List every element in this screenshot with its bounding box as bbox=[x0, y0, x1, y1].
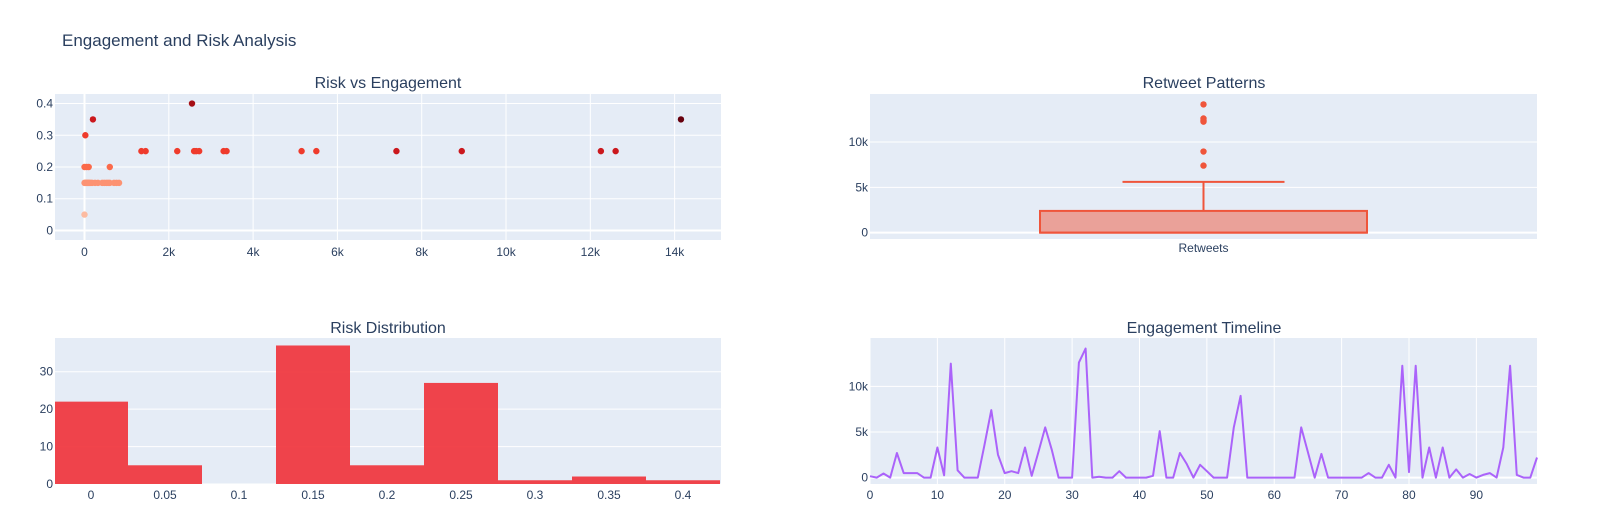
x-tick-label: 40 bbox=[1133, 488, 1147, 502]
y-tick-label: 0 bbox=[861, 471, 868, 485]
x-tick-label: 0.15 bbox=[301, 488, 325, 502]
scatter-point bbox=[142, 147, 149, 155]
box-outlier-point bbox=[1200, 101, 1207, 108]
chart-title-risk-vs-engagement: Risk vs Engagement bbox=[315, 75, 462, 92]
scatter-point bbox=[458, 147, 465, 155]
histogram-bar bbox=[424, 382, 498, 484]
x-tick-label: 6k bbox=[331, 245, 345, 259]
x-tick-label: 0.1 bbox=[231, 488, 248, 502]
x-tick-label: 2k bbox=[162, 245, 176, 259]
y-tick-label: 0 bbox=[861, 226, 868, 240]
figure-title: Engagement and Risk Analysis bbox=[62, 31, 296, 50]
box-outlier-point bbox=[1200, 148, 1207, 155]
x-tick-label: 12k bbox=[581, 245, 601, 259]
scatter-point bbox=[612, 147, 619, 155]
engagement-line-series bbox=[869, 347, 1538, 479]
x-tick-label: 50 bbox=[1200, 488, 1214, 502]
histogram-bar bbox=[276, 345, 350, 484]
histogram-bar bbox=[55, 401, 128, 484]
x-tick-label: 10k bbox=[496, 245, 516, 259]
scatter-point bbox=[313, 147, 320, 155]
scatter-point bbox=[174, 147, 181, 155]
histogram-bar bbox=[128, 465, 202, 484]
histogram-bar bbox=[646, 480, 720, 484]
scatter-point bbox=[223, 147, 230, 155]
scatter-point bbox=[597, 147, 605, 155]
scatter-point bbox=[188, 100, 196, 107]
chart-title-engagement-timeline: Engagement Timeline bbox=[1127, 320, 1282, 337]
x-tick-label: 4k bbox=[247, 245, 261, 259]
scatter-point bbox=[89, 116, 97, 123]
x-tick-label: 0.4 bbox=[675, 488, 692, 502]
box-outlier-point bbox=[1200, 162, 1207, 169]
x-tick-label: 60 bbox=[1268, 488, 1282, 502]
y-tick-label: 5k bbox=[855, 425, 869, 439]
y-tick-label: 30 bbox=[40, 365, 54, 379]
scatter-point bbox=[85, 163, 92, 171]
x-tick-label: 80 bbox=[1402, 488, 1416, 502]
y-tick-label: 10k bbox=[849, 135, 869, 149]
plot-area bbox=[870, 338, 1537, 484]
x-tick-label: 30 bbox=[1065, 488, 1079, 502]
y-tick-label: 10 bbox=[40, 440, 54, 454]
scatter-point bbox=[81, 211, 88, 218]
box-body bbox=[1039, 209, 1368, 234]
risk-distribution-chart: 0 10 20 30 0 0.05 0.1 0.15 0.2 0.25 0.3 0.35 0.4 Ris… bbox=[40, 320, 721, 502]
y-tick-label: 10k bbox=[849, 379, 869, 393]
x-tick-label: 90 bbox=[1470, 488, 1484, 502]
y-tick-label: 0.3 bbox=[36, 128, 53, 142]
x-tick-label: 0.25 bbox=[449, 488, 473, 502]
x-category-label: Retweets bbox=[1178, 241, 1228, 255]
x-tick-label: 14k bbox=[665, 245, 685, 259]
risk-vs-engagement-chart: 0 2k 4k 6k 8k 10k 12k 14k 0 0.1 0.2 0.3 0.4 Risk vs … bbox=[36, 75, 721, 259]
scatter-point bbox=[82, 132, 89, 139]
histogram-bar bbox=[498, 480, 572, 484]
x-tick-label: 0.3 bbox=[527, 488, 544, 502]
x-tick-label: 0 bbox=[81, 245, 88, 259]
plot-area bbox=[55, 338, 721, 484]
x-tick-label: 70 bbox=[1335, 488, 1349, 502]
scatter-point bbox=[677, 116, 685, 123]
scatter-point bbox=[298, 147, 305, 155]
x-tick-label: 10 bbox=[931, 488, 945, 502]
scatter-point bbox=[115, 179, 123, 187]
x-tick-label: 8k bbox=[415, 245, 429, 259]
x-tick-label: 0.2 bbox=[379, 488, 396, 502]
y-tick-label: 0 bbox=[46, 477, 53, 491]
box-outlier-point bbox=[1200, 115, 1207, 122]
histogram-bar bbox=[350, 465, 424, 484]
x-tick-label: 20 bbox=[998, 488, 1012, 502]
chart-title-retweet-patterns: Retweet Patterns bbox=[1143, 75, 1266, 92]
y-tick-label: 0 bbox=[46, 223, 53, 237]
y-tick-label: 0.4 bbox=[36, 97, 53, 111]
x-tick-label: 0 bbox=[867, 488, 874, 502]
scatter-point bbox=[195, 147, 203, 155]
chart-title-risk-distribution: Risk Distribution bbox=[330, 320, 446, 337]
scatter-point bbox=[393, 147, 400, 155]
y-tick-label: 0.1 bbox=[36, 192, 53, 206]
y-tick-label: 5k bbox=[855, 180, 869, 194]
histogram-bar bbox=[572, 476, 646, 484]
y-tick-label: 0.2 bbox=[36, 160, 53, 174]
y-tick-label: 20 bbox=[40, 402, 54, 416]
x-tick-label: 0.05 bbox=[153, 488, 177, 502]
scatter-point bbox=[106, 163, 113, 171]
retweet-patterns-chart: 0 5k 10k Retweets Retweet Patterns bbox=[849, 75, 1537, 255]
engagement-timeline-chart: 0 10 20 30 40 50 60 70 80 90 0 5k 10k Engagement Tim… bbox=[849, 320, 1538, 502]
x-tick-label: 0 bbox=[88, 488, 95, 502]
x-tick-label: 0.35 bbox=[597, 488, 621, 502]
